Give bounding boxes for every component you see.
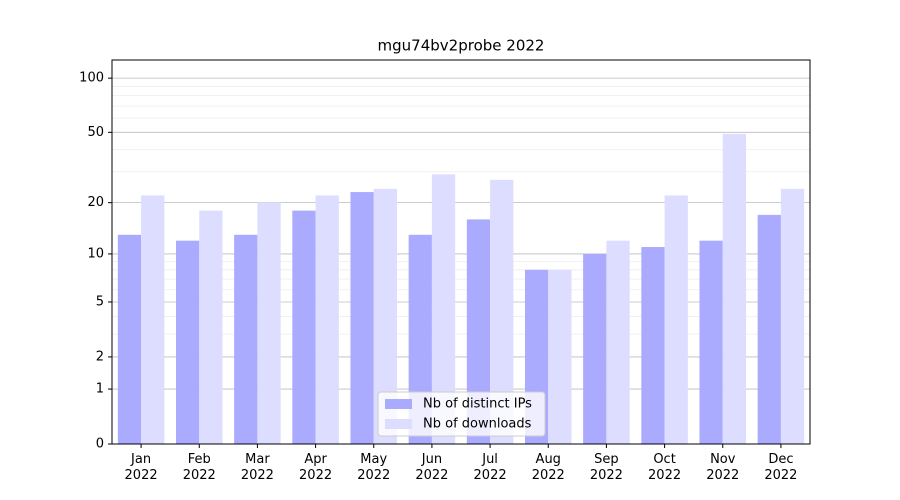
bar [350, 192, 374, 444]
bar [490, 179, 514, 444]
legend-label: Nb of distinct IPs [423, 397, 532, 412]
legend-label: Nb of downloads [423, 417, 532, 432]
x-tick-label: Jul 2022 [473, 452, 507, 483]
plot-frame [111, 59, 811, 445]
y-tick-label: 2 [96, 349, 104, 364]
x-tick-label: Jun 2022 [415, 452, 449, 483]
bar [583, 253, 607, 444]
x-tick-label: Apr 2022 [299, 452, 333, 483]
bar [373, 188, 398, 444]
y-tick-label: 20 [87, 195, 104, 210]
bar [257, 202, 281, 444]
bar [117, 234, 142, 444]
x-tick-label: May 2022 [357, 452, 391, 483]
bar [292, 210, 316, 444]
x-tick-label: Feb 2022 [182, 452, 216, 483]
bar [780, 188, 805, 444]
legend-swatch [385, 419, 412, 429]
y-tick-label: 5 [96, 294, 104, 309]
legend-box [377, 391, 546, 437]
x-tick-label: Aug 2022 [531, 452, 565, 483]
x-tick-label: Dec 2022 [764, 452, 798, 483]
y-tick-label: 10 [87, 246, 104, 261]
bar [664, 195, 688, 444]
bar [466, 219, 491, 444]
bar [699, 240, 723, 444]
bar [641, 247, 665, 444]
bar [141, 195, 165, 444]
bar [315, 195, 339, 444]
x-tick-label: Nov 2022 [706, 452, 740, 483]
x-tick-label: Mar 2022 [240, 452, 274, 483]
x-tick-label: Sep 2022 [589, 452, 623, 483]
x-tick-label: Oct 2022 [648, 452, 682, 483]
bar [199, 210, 223, 444]
y-tick-label: 100 [79, 71, 104, 86]
legend-swatch [385, 399, 412, 409]
bar [722, 133, 747, 445]
bar [606, 240, 630, 444]
y-tick-label: 0 [96, 437, 104, 452]
y-tick-label: 50 [87, 125, 104, 140]
bar [234, 234, 258, 444]
y-tick-label: 1 [96, 382, 104, 397]
bar [431, 174, 456, 445]
bar [548, 269, 572, 444]
bar [757, 214, 781, 444]
chart-title: mgu74bv2probe 2022 [378, 37, 545, 55]
bar [175, 240, 200, 444]
x-tick-label: Jan 2022 [124, 452, 158, 483]
